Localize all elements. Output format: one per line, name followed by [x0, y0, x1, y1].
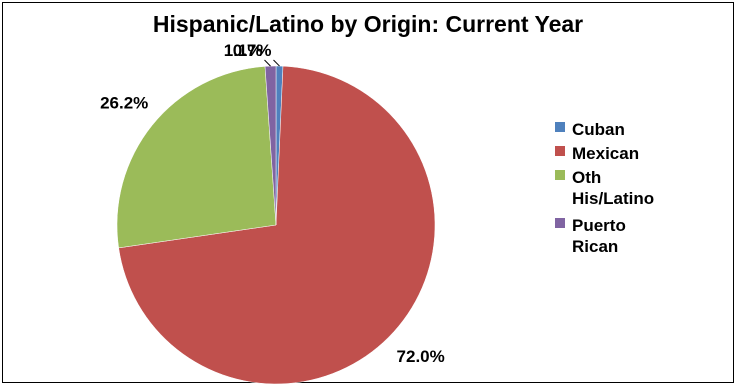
leader-line-puerto-rican [264, 59, 271, 67]
pie-chart: 0.7% 72.0% 26.2% 1.1% [100, 41, 445, 384]
legend-swatch-cuban [555, 122, 565, 132]
data-label-mexican: 72.0% [397, 347, 445, 366]
pie-slice-puerto-rican [264, 65, 277, 226]
data-label-cuban: 0.7% [233, 41, 272, 60]
legend-swatch-mexican [555, 146, 565, 156]
data-label-oth-his-latino: 26.2% [100, 94, 148, 113]
legend-swatch-oth-his-latino [555, 170, 565, 180]
chart-frame: Hispanic/Latino by Origin: Current Year … [2, 2, 734, 384]
data-label-puerto-rican: 1.1% [224, 41, 263, 60]
legend-label-mexican: Mexican [572, 144, 640, 163]
pie-slice-mexican [118, 65, 436, 384]
pie-slice-oth-his-latino [116, 66, 277, 249]
leader-line-cuban [273, 59, 280, 67]
legend-label-oth-his-latino: Oth His/Latino [572, 168, 655, 208]
legend-label-cuban: Cuban [572, 120, 625, 139]
legend-label-puerto-rican: Puerto Rican [572, 216, 626, 256]
legend-swatch-puerto-rican [555, 218, 565, 228]
chart-title: Hispanic/Latino by Origin: Current Year [152, 11, 584, 37]
